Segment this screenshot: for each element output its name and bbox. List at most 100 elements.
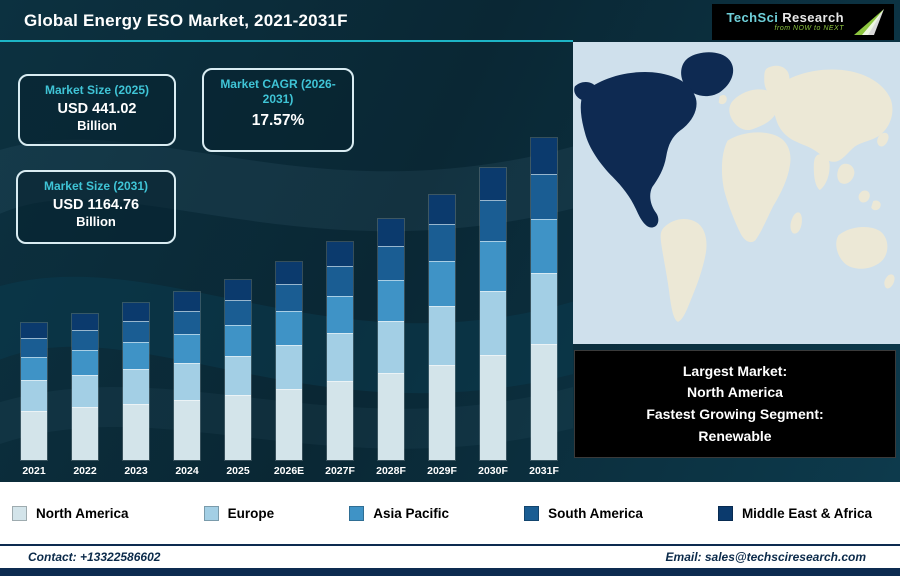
bar-segment-middle-east-africa [72,313,98,330]
footer-top-rule [0,544,900,546]
footer-bar: Contact: +13322586602 Email: sales@techs… [0,546,900,568]
legend-item-north-america: North America [12,505,129,521]
map-australia [836,227,888,269]
bar-segment-europe [123,369,149,404]
bar-column-2026e: 2026E [269,261,309,478]
legend-label: Europe [227,505,275,521]
bar-segment-europe [327,333,353,382]
bar-segment-asia-pacific [327,296,353,334]
bar-segment-middle-east-africa [480,167,506,200]
footer-contact: Contact: +13322586602 [28,550,161,564]
bar-stack [72,313,98,460]
world-map-svg [573,42,900,344]
footer-bottom-rule [0,568,900,576]
map-india [813,154,830,190]
bar-segment-south-america [429,224,455,262]
bar-segment-asia-pacific [72,350,98,376]
bar-segment-north-america [327,381,353,460]
x-axis-label: 2031F [529,465,559,477]
logo-name: TechSci Research [726,10,844,25]
map-south-america [660,218,707,322]
map-greenland [681,52,734,97]
bar-segment-asia-pacific [225,325,251,356]
bar-segment-europe [480,290,506,355]
legend-swatch [717,505,733,521]
bar-stack [276,261,302,460]
bar-stack [378,219,404,460]
bar-stack [225,280,251,460]
logo-brand-primary: TechSci [726,10,779,25]
bar-segment-south-america [174,310,200,335]
bar-segment-europe [276,345,302,389]
bar-column-2025: 2025 [218,280,258,478]
stat-value: USD 441.02 [57,101,137,117]
bar-segment-south-america [531,173,557,219]
x-axis-label: 2024 [175,465,199,477]
legend-swatch [203,505,219,521]
x-axis-label: 2022 [73,465,97,477]
footer-email: Email: sales@techsciresearch.com [665,550,866,564]
bar-segment-middle-east-africa [174,292,200,311]
bar-segment-middle-east-africa [327,241,353,266]
bar-segment-middle-east-africa [276,261,302,284]
logo-arrow-icon [854,9,884,35]
bar-segment-europe [225,355,251,396]
bar-column-2021: 2021 [14,322,54,478]
callout-line: North America [687,384,783,401]
stat-label: Market Size (2025) [44,83,150,97]
bar-segment-asia-pacific [174,334,200,363]
world-map [573,42,900,344]
bar-segment-asia-pacific [531,218,557,274]
bar-segment-south-america [480,199,506,241]
logo-text: TechSci Research from NOW to NEXT [726,10,844,33]
bar-segment-europe [378,320,404,374]
map-new-zealand [884,274,895,289]
bar-segment-asia-pacific [123,342,149,370]
bar-stack [123,303,149,460]
bar-segment-south-america [378,245,404,280]
legend-item-south-america: South America [524,505,643,521]
stat-market-size-2031: Market Size (2031) USD 1164.76 Billion [16,170,176,244]
callout-line: Fastest Growing Segment: [646,406,824,422]
techsci-logo: TechSci Research from NOW to NEXT [712,4,894,40]
map-madagascar [790,212,802,234]
x-axis-label: 2028F [376,465,406,477]
bar-stack [531,138,557,460]
bar-segment-north-america [378,373,404,460]
x-axis-label: 2029F [427,465,457,477]
legend-label: North America [36,505,129,521]
bar-stack [327,241,353,460]
logo-tagline: from NOW to NEXT [774,25,844,33]
bar-column-2030f: 2030F [473,167,513,478]
main-panel: Global Energy ESO Market, 2021-2031F Tec… [0,0,900,482]
bar-segment-north-america [21,410,47,460]
map-indonesia-2 [871,200,881,211]
bar-segment-europe [21,380,47,411]
stat-unit: Billion [77,118,117,133]
bar-column-2031f: 2031F [524,138,564,478]
bar-segment-north-america [429,364,455,460]
bar-segment-asia-pacific [276,311,302,346]
x-axis-label: 2026E [273,465,305,477]
map-uk [718,94,727,105]
callout-line: Renewable [698,427,772,444]
bar-segment-north-america [225,395,251,460]
legend-label: South America [548,505,643,521]
map-southeast-asia [837,163,855,184]
page-title: Global Energy ESO Market, 2021-2031F [24,11,348,30]
map-africa [721,132,791,243]
stat-market-size-2025: Market Size (2025) USD 441.02 Billion [18,74,176,146]
bar-segment-south-america [21,337,47,357]
bar-segment-asia-pacific [21,356,47,381]
bar-segment-asia-pacific [429,261,455,307]
stat-label: Market CAGR (2026-2031) [220,77,336,106]
legend-swatch [12,505,27,521]
stat-value: 17.57% [251,112,305,129]
map-japan [877,132,889,147]
map-asia [773,69,893,162]
bar-segment-north-america [174,399,200,460]
bar-segment-middle-east-africa [378,219,404,246]
bar-segment-south-america [327,265,353,297]
bar-column-2023: 2023 [116,303,156,478]
bar-segment-middle-east-africa [225,280,251,301]
